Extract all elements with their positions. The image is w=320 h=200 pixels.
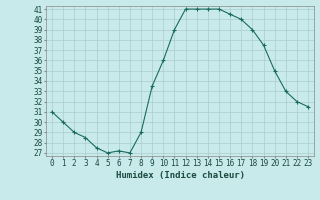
X-axis label: Humidex (Indice chaleur): Humidex (Indice chaleur) [116,171,244,180]
